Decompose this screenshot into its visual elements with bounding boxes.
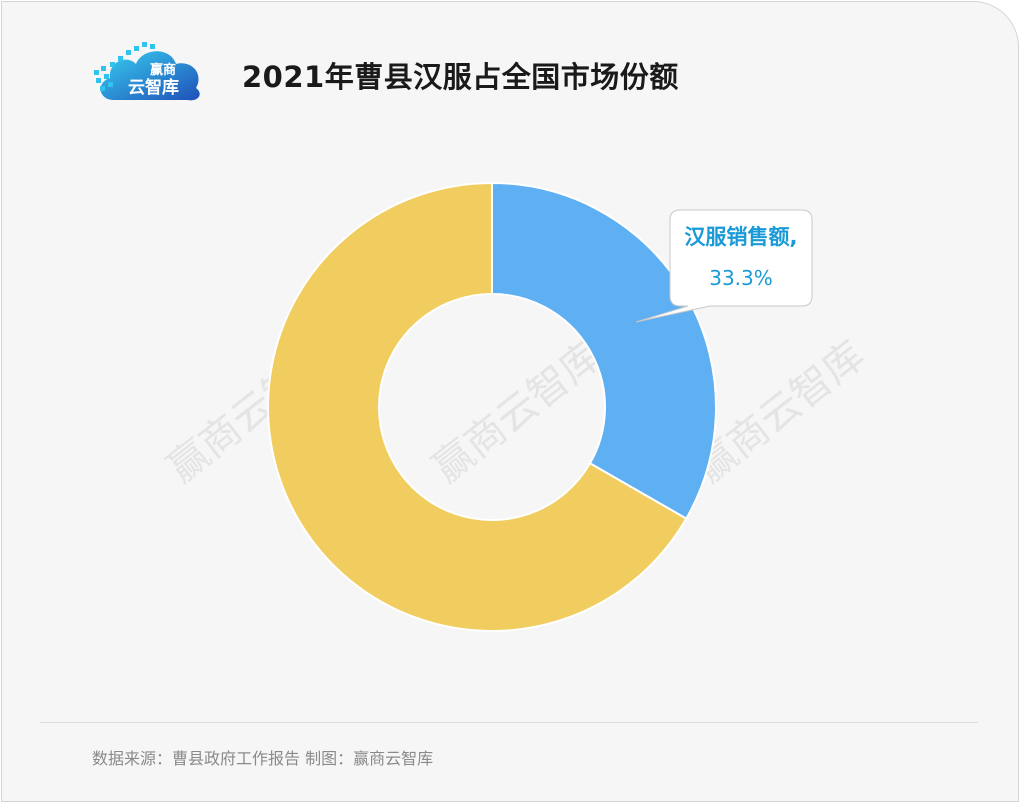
data-source: 数据来源：曹县政府工作报告 制图：赢商云智库: [92, 749, 434, 768]
brand-logo: 赢商 云智库: [92, 40, 206, 102]
footer-divider: [40, 722, 978, 723]
donut-slice-0: [491, 181, 717, 520]
logo-text-bottom: 云智库: [128, 77, 179, 98]
callout-box: [635, 209, 813, 323]
cloud-logo-icon: 赢商 云智库: [94, 42, 200, 101]
page-title: 2021年曹县汉服占全国市场份额: [242, 60, 679, 94]
slice-value-label: 33.3%: [709, 266, 773, 290]
slice-label: 汉服销售额,: [685, 225, 798, 249]
logo-text-top: 赢商: [150, 62, 176, 78]
slice-callout: 汉服销售额, 33.3%: [635, 209, 813, 323]
donut-slice-1: [267, 181, 688, 632]
